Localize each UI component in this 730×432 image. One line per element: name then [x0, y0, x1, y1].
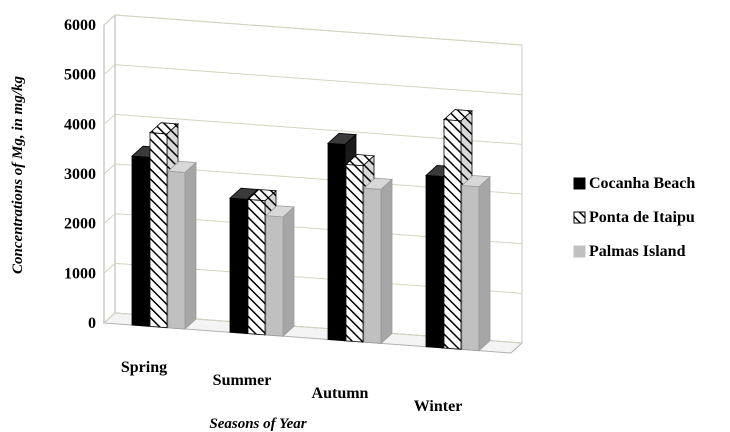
y-tick-label: 0: [88, 315, 96, 332]
gridline-side: [103, 213, 116, 225]
bar-side: [282, 206, 295, 338]
legend-swatch: [573, 245, 586, 258]
y-tick-label: 2000: [64, 216, 96, 233]
bar-front: [345, 164, 364, 343]
category-label: Spring: [121, 359, 167, 376]
category-label: Winter: [414, 398, 463, 415]
gridline-side: [103, 312, 116, 324]
bar-front: [149, 132, 168, 329]
bar-front: [461, 185, 480, 352]
y-tick-label: 1000: [64, 265, 96, 282]
bar-side: [478, 175, 491, 352]
gridline: [114, 64, 523, 96]
bar-front: [327, 142, 346, 342]
bars: [131, 109, 491, 352]
bar-front: [229, 197, 248, 334]
bar: [363, 177, 393, 345]
legend-label: Ponta de Itaipu: [589, 209, 695, 226]
bar-side: [184, 161, 197, 330]
legend-label: Cocanha Beach: [589, 175, 695, 192]
category-label: Autumn: [312, 385, 369, 402]
bar-front: [363, 187, 382, 344]
y-tick-labels: 0 1000 2000 3000 4000 5000 6000: [64, 17, 96, 332]
gridline: [114, 14, 523, 46]
bar-front: [167, 170, 186, 330]
bar-side: [380, 178, 393, 345]
category-label: Summer: [213, 372, 272, 389]
bar-front: [265, 215, 284, 337]
gridline-side: [103, 163, 116, 175]
y-tick-label: 5000: [64, 67, 96, 84]
x-axis-title: Seasons of Year: [209, 416, 306, 432]
legend-swatch: [573, 177, 586, 190]
bar: [265, 205, 295, 338]
legend-swatch: [573, 211, 586, 224]
legend: Cocanha Beach Ponta de Itaipu Palmas Islan…: [573, 175, 695, 260]
y-tick-label: 4000: [64, 116, 96, 133]
y-tick-label: 6000: [64, 17, 96, 34]
y-axis-title: Concentrations of Mg, in mg/kg: [10, 76, 26, 274]
bar-front: [247, 199, 266, 336]
bar-front: [443, 119, 462, 350]
bar-front: [425, 174, 444, 349]
category-labels: Spring Summer Autumn Winter: [121, 359, 462, 415]
bar: [461, 175, 491, 352]
bar-front: [131, 155, 150, 327]
bar: [167, 160, 197, 330]
gridline-side: [103, 262, 116, 274]
legend-label: Palmas Island: [589, 243, 686, 260]
gridline-side: [103, 64, 116, 76]
gridline-side: [103, 14, 116, 26]
gridline-side: [103, 113, 116, 125]
y-tick-label: 3000: [64, 166, 96, 183]
